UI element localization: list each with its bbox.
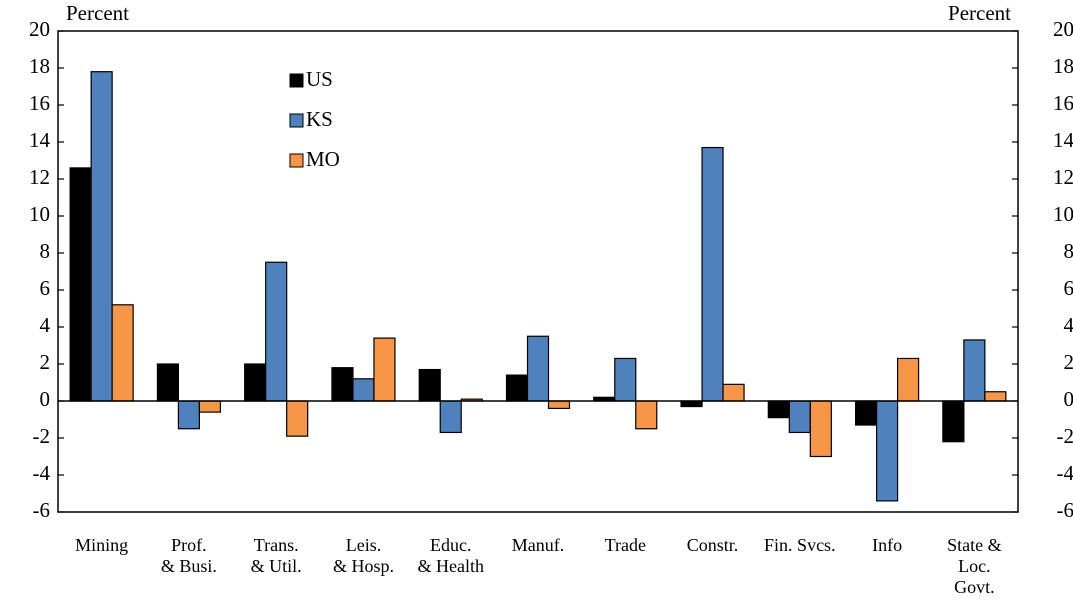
y-tick-label: -2 xyxy=(33,424,51,448)
y-tick-label: 8 xyxy=(40,239,51,263)
x-tick-label: Prof. & Busi. xyxy=(160,535,217,576)
x-tick-label: Manuf. xyxy=(511,535,565,555)
legend-label: KS xyxy=(306,107,333,131)
x-tick-label: Leis. & Hosp. xyxy=(332,535,394,576)
bar xyxy=(198,400,222,413)
y2-tick-label: 4 xyxy=(1064,313,1073,337)
bar xyxy=(331,367,354,402)
legend-label: US xyxy=(306,67,333,91)
bar xyxy=(984,391,1007,402)
bar xyxy=(788,400,811,434)
y-tick-label: 14 xyxy=(29,128,51,152)
bar xyxy=(767,400,790,419)
x-tick-label: Trans. & Util. xyxy=(250,535,302,576)
x-tick-label: Constr. xyxy=(686,535,739,555)
legend-label: MO xyxy=(306,147,340,171)
bar xyxy=(439,400,462,434)
bar xyxy=(373,337,396,402)
bar xyxy=(680,400,703,408)
legend-swatch xyxy=(289,153,304,168)
y-axis-label: Percent xyxy=(66,1,129,25)
y2-tick-label: 10 xyxy=(1053,202,1073,226)
y-tick-label: -4 xyxy=(33,461,51,485)
y2-axis-label: Percent xyxy=(948,1,1011,25)
y-tick-label: 16 xyxy=(29,91,50,115)
x-tick-label: Info xyxy=(872,535,903,555)
y2-tick-label: 8 xyxy=(1064,239,1073,263)
bar xyxy=(875,400,899,502)
y2-tick-label: -4 xyxy=(1057,461,1073,485)
y2-tick-label: -2 xyxy=(1057,424,1073,448)
bar xyxy=(265,261,288,402)
bar xyxy=(547,400,571,410)
x-tick-label: Trade xyxy=(604,535,646,555)
plot-frame xyxy=(57,30,1019,513)
x-tick-label: Fin. Svcs. xyxy=(764,535,836,555)
x-tick-label: Educ. & Health xyxy=(417,535,484,576)
bar xyxy=(352,378,375,402)
y-tick-label: 10 xyxy=(29,202,50,226)
y-tick-label: -6 xyxy=(33,498,51,522)
bar xyxy=(635,400,658,430)
y-tick-label: 12 xyxy=(29,165,50,189)
bar xyxy=(177,400,201,430)
y2-tick-label: -6 xyxy=(1057,498,1073,522)
y-tick-label: 2 xyxy=(40,350,51,374)
y2-tick-label: 2 xyxy=(1064,350,1073,374)
bar xyxy=(111,304,134,402)
y2-tick-label: 14 xyxy=(1053,128,1073,152)
bar xyxy=(90,71,113,402)
bar xyxy=(854,400,878,426)
bar xyxy=(809,400,832,458)
y2-tick-label: 18 xyxy=(1053,54,1073,78)
y-tick-label: 4 xyxy=(40,313,51,337)
x-tick-label: State & Loc. Govt. xyxy=(947,535,1002,597)
y2-tick-label: 0 xyxy=(1064,387,1073,411)
legend-swatch xyxy=(289,73,304,88)
bar xyxy=(526,335,550,402)
bar xyxy=(896,357,920,402)
y2-tick-label: 12 xyxy=(1053,165,1073,189)
y-tick-label: 6 xyxy=(40,276,51,300)
bar xyxy=(942,400,965,443)
y-tick-label: 0 xyxy=(40,387,51,411)
bar xyxy=(418,368,441,402)
y-tick-label: 18 xyxy=(29,54,50,78)
y2-tick-label: 16 xyxy=(1053,91,1073,115)
bar xyxy=(156,363,180,402)
x-tick-label: Mining xyxy=(75,535,129,555)
bar xyxy=(505,374,529,402)
bar xyxy=(244,363,267,402)
bar xyxy=(286,400,309,437)
bar xyxy=(69,167,92,402)
y-tick-label: 20 xyxy=(29,17,50,41)
y2-tick-label: 6 xyxy=(1064,276,1073,300)
bar xyxy=(963,339,986,402)
y2-tick-label: 20 xyxy=(1053,17,1073,41)
bar xyxy=(701,146,724,402)
bar xyxy=(614,357,637,402)
legend-swatch xyxy=(289,113,304,128)
bar xyxy=(722,383,745,402)
